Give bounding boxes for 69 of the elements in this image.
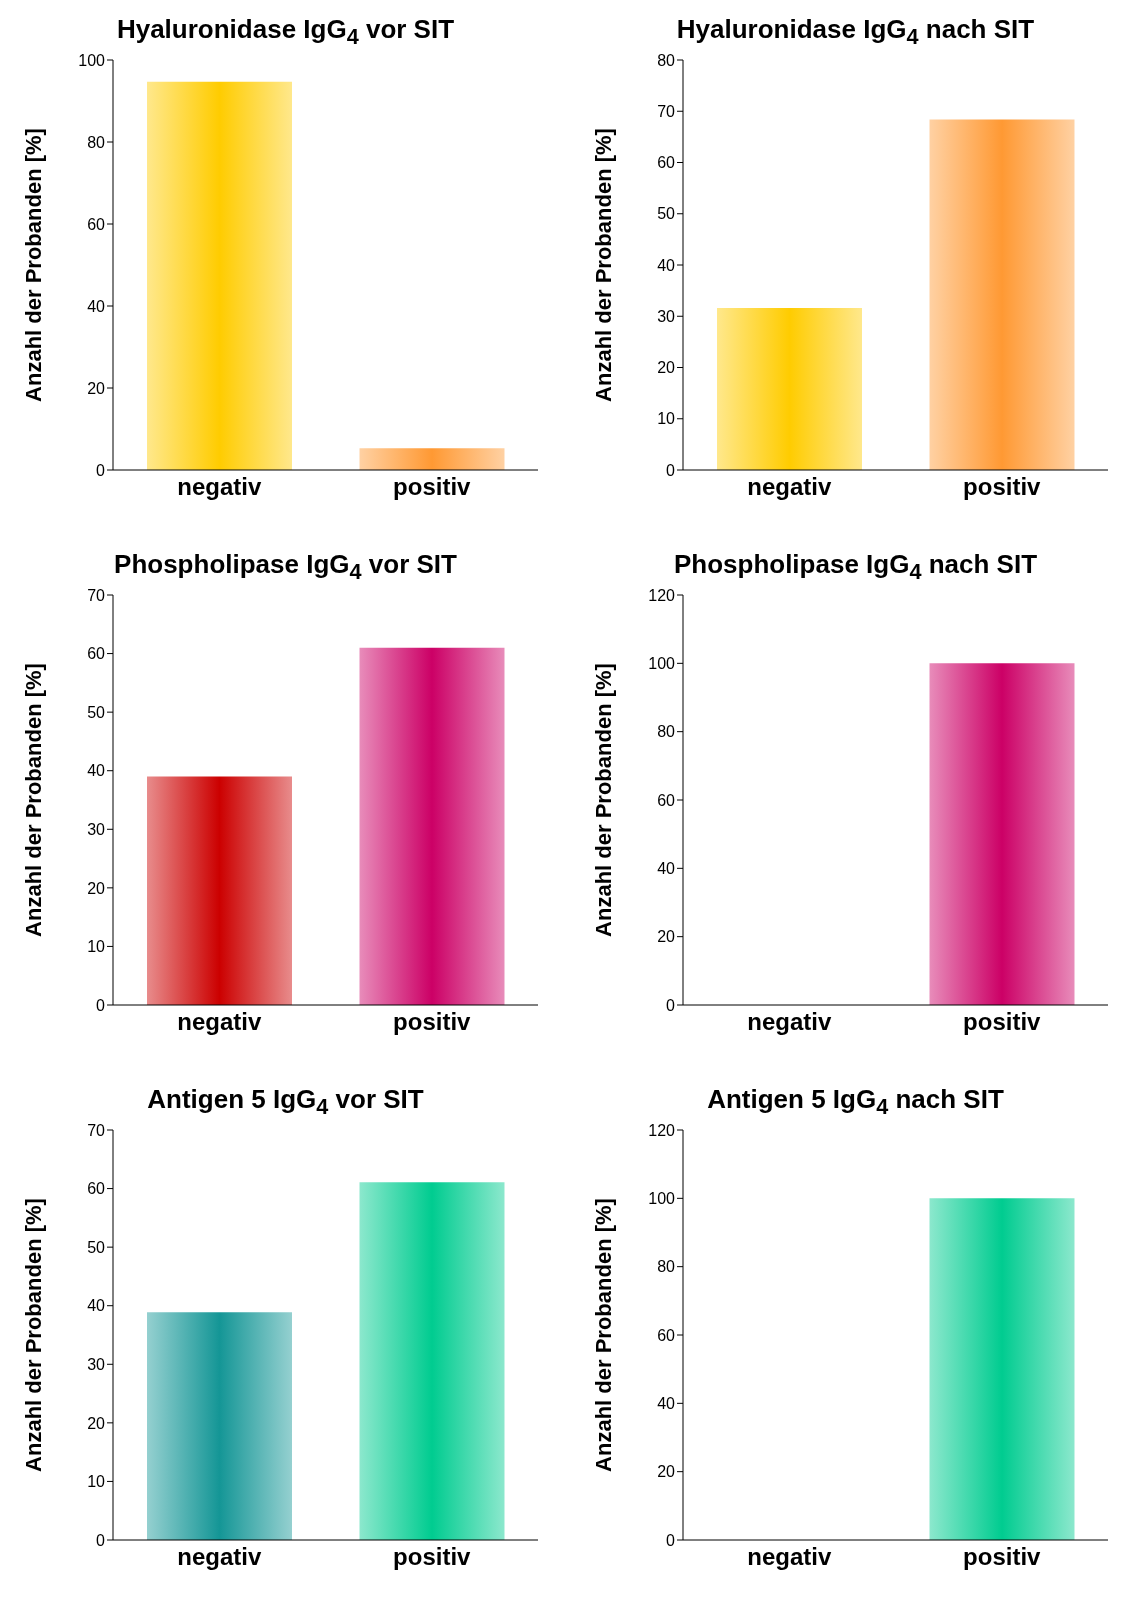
y-tick-label: 40 bbox=[657, 256, 676, 274]
y-tick-label: 120 bbox=[648, 1121, 676, 1139]
y-tick-label: 10 bbox=[657, 410, 676, 428]
y-tick-label: 10 bbox=[87, 938, 106, 956]
y-tick-label: 80 bbox=[87, 133, 106, 151]
y-axis-title: Anzahl der Probanden [%] bbox=[20, 128, 46, 402]
x-tick-label: negativ bbox=[177, 473, 262, 501]
y-tick-label: 70 bbox=[87, 586, 106, 604]
y-tick-label: 20 bbox=[87, 1414, 106, 1432]
x-tick-label: negativ bbox=[747, 473, 832, 501]
x-tick-label: negativ bbox=[177, 1008, 262, 1036]
y-axis-title: Anzahl der Probanden [%] bbox=[20, 1198, 46, 1472]
x-tick-label: positiv bbox=[963, 1008, 1042, 1036]
x-tick-label: positiv bbox=[393, 1008, 472, 1036]
y-tick-label: 0 bbox=[666, 461, 676, 479]
y-tick-label: 0 bbox=[96, 996, 106, 1014]
y-tick-label: 30 bbox=[87, 820, 106, 838]
x-tick-label: positiv bbox=[963, 1543, 1042, 1571]
y-tick-label: 60 bbox=[87, 645, 106, 663]
y-tick-label: 0 bbox=[96, 1531, 106, 1549]
y-tick-label: 30 bbox=[87, 1355, 106, 1373]
y-tick-label: 20 bbox=[87, 879, 106, 897]
y-tick-label: 80 bbox=[657, 723, 676, 741]
y-tick-label: 20 bbox=[657, 359, 676, 377]
y-tick-label: 0 bbox=[666, 996, 676, 1014]
y-tick-label: 50 bbox=[657, 205, 676, 223]
y-tick-label: 40 bbox=[657, 860, 676, 878]
y-tick-label: 60 bbox=[87, 215, 106, 233]
chart-title: Antigen 5 IgG$_{4}$ vor SIT bbox=[146, 1083, 425, 1120]
chart-title: Phospholipase IgG$_{4}$ nach SIT bbox=[672, 548, 1039, 585]
y-tick-label: 80 bbox=[657, 1258, 676, 1276]
y-tick-label: 60 bbox=[657, 154, 676, 172]
y-tick-label: 70 bbox=[87, 1121, 106, 1139]
y-tick-label: 100 bbox=[648, 1190, 676, 1208]
y-tick-label: 40 bbox=[87, 1297, 106, 1315]
y-tick-label: 0 bbox=[96, 461, 106, 479]
y-tick-label: 70 bbox=[657, 102, 676, 120]
x-tick-label: positiv bbox=[393, 473, 472, 501]
y-tick-label: 40 bbox=[87, 762, 106, 780]
y-tick-label: 60 bbox=[87, 1180, 106, 1198]
y-tick-label: 120 bbox=[648, 586, 676, 604]
y-axis-title: Anzahl der Probanden [%] bbox=[20, 663, 46, 937]
x-tick-label: negativ bbox=[747, 1543, 832, 1571]
y-tick-label: 40 bbox=[87, 297, 106, 315]
y-tick-label: 80 bbox=[657, 51, 676, 69]
chart-title: Hyaluronidase IgG$_{4}$ vor SIT bbox=[115, 13, 456, 50]
x-tick-label: negativ bbox=[177, 1543, 262, 1571]
y-tick-label: 20 bbox=[87, 379, 106, 397]
y-tick-label: 100 bbox=[78, 51, 106, 69]
y-tick-label: 50 bbox=[87, 1238, 106, 1256]
y-tick-label: 30 bbox=[657, 307, 676, 325]
y-tick-label: 40 bbox=[657, 1395, 676, 1413]
chart-title: Antigen 5 IgG$_{4}$ nach SIT bbox=[706, 1083, 1005, 1120]
y-axis-title: Anzahl der Probanden [%] bbox=[590, 128, 616, 402]
y-tick-label: 60 bbox=[657, 791, 676, 809]
y-tick-label: 100 bbox=[648, 655, 676, 673]
y-tick-label: 20 bbox=[657, 928, 676, 946]
chart-title: Phospholipase IgG$_{4}$ vor SIT bbox=[113, 548, 458, 585]
x-tick-label: positiv bbox=[393, 1543, 472, 1571]
x-tick-label: negativ bbox=[747, 1008, 832, 1036]
y-tick-label: 50 bbox=[87, 703, 106, 721]
x-tick-label: positiv bbox=[963, 473, 1042, 501]
chart-title: Hyaluronidase IgG$_{4}$ nach SIT bbox=[675, 13, 1036, 50]
y-tick-label: 10 bbox=[87, 1473, 106, 1491]
y-tick-label: 20 bbox=[657, 1463, 676, 1481]
y-tick-label: 60 bbox=[657, 1326, 676, 1344]
y-axis-title: Anzahl der Probanden [%] bbox=[590, 663, 616, 937]
y-axis-title: Anzahl der Probanden [%] bbox=[590, 1198, 616, 1472]
y-tick-label: 0 bbox=[666, 1531, 676, 1549]
